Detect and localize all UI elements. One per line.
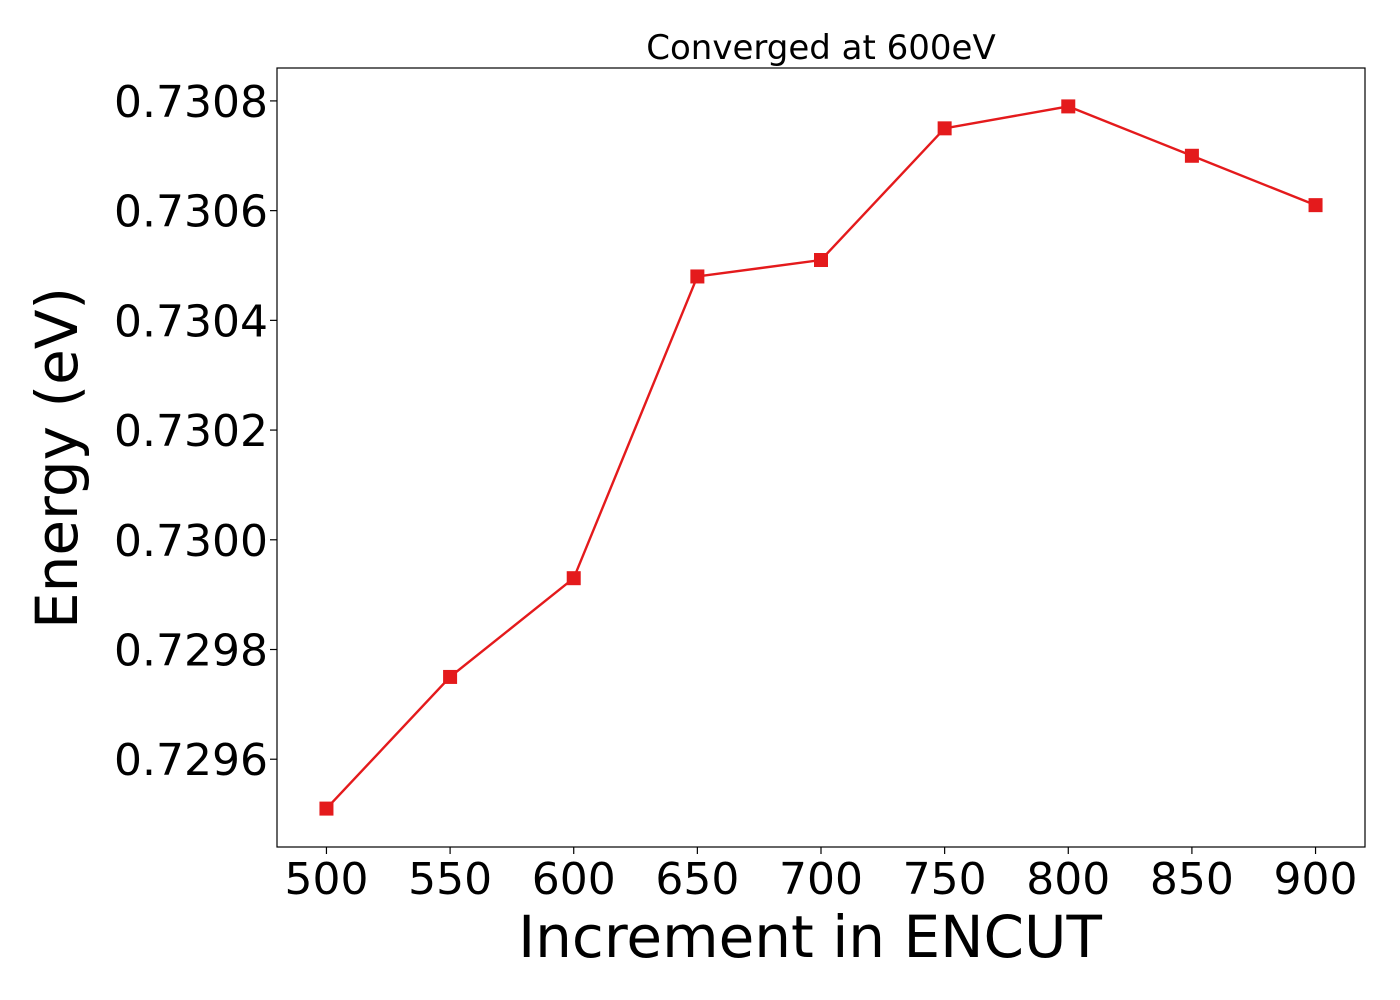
x-tick-label: 800	[1026, 854, 1110, 905]
x-tick-label: 650	[655, 854, 739, 905]
x-tick-label: 900	[1274, 854, 1358, 905]
x-tick-label: 750	[903, 854, 987, 905]
series-layer	[319, 99, 1323, 816]
data-point-marker	[319, 801, 334, 816]
plot-frame	[276, 67, 1366, 848]
x-tick-label: 700	[779, 854, 863, 905]
data-point-marker	[937, 121, 952, 136]
data-point-marker	[566, 571, 581, 586]
y-tick-label: 0.7308	[114, 77, 268, 128]
x-tick-label: 550	[408, 854, 492, 905]
chart-title: Converged at 600eV	[646, 28, 995, 68]
y-tick-label: 0.7304	[114, 296, 268, 347]
y-axis-label: Energy (eV)	[23, 287, 91, 629]
y-tick-label: 0.7302	[114, 406, 268, 457]
data-point-marker	[1184, 148, 1199, 163]
x-axis-label: Increment in ENCUT	[518, 903, 1102, 971]
x-axis-ticks: 500 550 600 650 700 750 800 850 900	[284, 847, 1358, 905]
y-tick-label: 0.7306	[114, 187, 268, 238]
data-point-marker	[1308, 198, 1323, 213]
data-point-marker	[690, 269, 705, 284]
data-point-marker	[1061, 99, 1076, 114]
x-tick-label: 600	[532, 854, 616, 905]
y-tick-label: 0.7296	[114, 735, 268, 786]
x-tick-label: 500	[284, 854, 368, 905]
data-point-marker	[814, 253, 828, 268]
y-axis-ticks: 0.7296 0.7298 0.7300 0.7302 0.7304 0.7306 0.73…	[114, 77, 277, 786]
y-tick-label: 0.7298	[114, 626, 268, 677]
y-tick-label: 0.7300	[114, 516, 268, 567]
data-point-marker	[443, 669, 458, 684]
x-tick-label: 850	[1150, 854, 1234, 905]
